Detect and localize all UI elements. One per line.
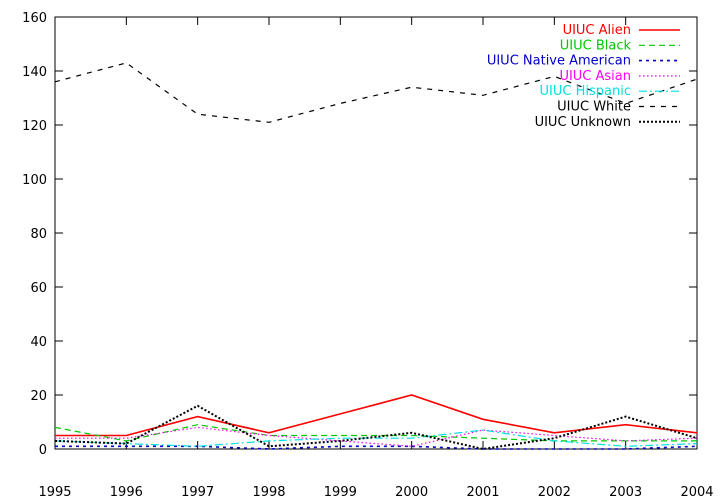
y-tick-label: 160 xyxy=(22,11,47,26)
legend-label: UIUC White xyxy=(557,100,631,115)
x-tick-label: 2001 xyxy=(466,485,499,500)
series-line-uiuc-alien xyxy=(55,394,698,437)
legend-label: UIUC Alien xyxy=(563,23,631,38)
series-line-uiuc-black xyxy=(54,424,697,442)
y-tick-label: 0 xyxy=(39,443,47,458)
legend-label: UIUC Native American xyxy=(487,54,631,69)
series-line-uiuc-unknown xyxy=(54,404,698,451)
y-tick-label: 60 xyxy=(30,281,47,296)
series-lines xyxy=(54,62,698,451)
y-tick-label: 120 xyxy=(22,119,47,134)
x-tick-label: 1997 xyxy=(181,485,214,500)
x-tick-label: 1998 xyxy=(252,485,285,500)
x-tick-label: 2000 xyxy=(395,485,428,500)
x-tick-label: 1996 xyxy=(110,485,143,500)
y-axis: 0 20 40 60 80 100 120 140 160 xyxy=(22,11,697,458)
series-line-uiuc-native-american xyxy=(55,445,698,450)
x-tick-label: 2002 xyxy=(538,485,571,500)
x-tick-label: 2004 xyxy=(680,485,713,500)
series-line-uiuc-white xyxy=(54,62,698,123)
y-tick-label: 40 xyxy=(30,335,47,350)
y-tick-label: 140 xyxy=(22,65,47,80)
x-tick-label: 1999 xyxy=(324,485,357,500)
legend-label: UIUC Asian xyxy=(559,69,631,84)
legend-label: UIUC Unknown xyxy=(535,115,631,130)
series-line-uiuc-hispanic xyxy=(54,429,698,447)
legend-label: UIUC Black xyxy=(560,38,632,53)
x-axis: 1995 1996 1997 1998 1999 2000 2001 2002 2003 2004 xyxy=(38,17,714,500)
y-tick-label: 100 xyxy=(22,173,47,188)
y-tick-label: 20 xyxy=(30,389,47,404)
y-tick-label: 80 xyxy=(30,227,47,242)
legend-label: UIUC Hispanic xyxy=(540,84,631,99)
x-tick-label: 2003 xyxy=(609,485,642,500)
x-tick-label: 1995 xyxy=(38,485,71,500)
